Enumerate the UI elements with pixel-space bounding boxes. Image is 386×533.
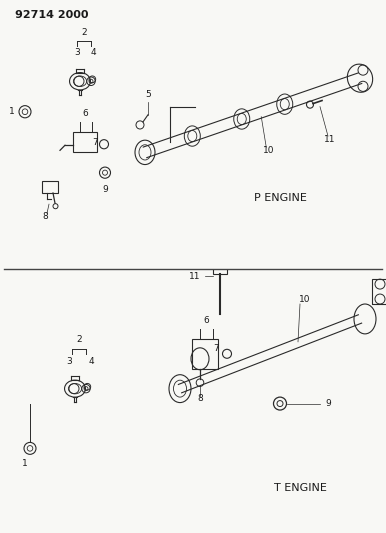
Text: 11: 11 (324, 135, 336, 144)
Text: T ENGINE: T ENGINE (274, 483, 327, 493)
Text: 5: 5 (145, 90, 151, 99)
Text: 11: 11 (189, 272, 201, 281)
Text: 2: 2 (76, 335, 82, 344)
Bar (192, 339, 218, 369)
Text: 9: 9 (325, 399, 331, 408)
Text: 92714 2000: 92714 2000 (15, 10, 88, 20)
Bar (73, 132, 97, 152)
Text: 1: 1 (9, 107, 15, 116)
Text: 3: 3 (66, 357, 72, 366)
Text: 9: 9 (102, 185, 108, 195)
Bar (213, 267, 227, 274)
Text: 1: 1 (22, 459, 28, 468)
Text: 6: 6 (203, 317, 209, 326)
Text: 8: 8 (197, 394, 203, 403)
Text: 10: 10 (299, 295, 311, 303)
Text: 2: 2 (81, 28, 87, 37)
Text: P ENGINE: P ENGINE (254, 193, 306, 203)
Text: 4: 4 (90, 49, 96, 58)
Text: 6: 6 (82, 109, 88, 118)
Text: 7: 7 (92, 138, 98, 147)
Bar (372, 279, 386, 304)
Text: 10: 10 (262, 146, 274, 155)
Text: 8: 8 (42, 212, 48, 221)
Text: 4: 4 (88, 357, 94, 366)
Text: 7: 7 (213, 344, 219, 353)
Bar (42, 181, 58, 193)
Text: 3: 3 (74, 49, 80, 58)
